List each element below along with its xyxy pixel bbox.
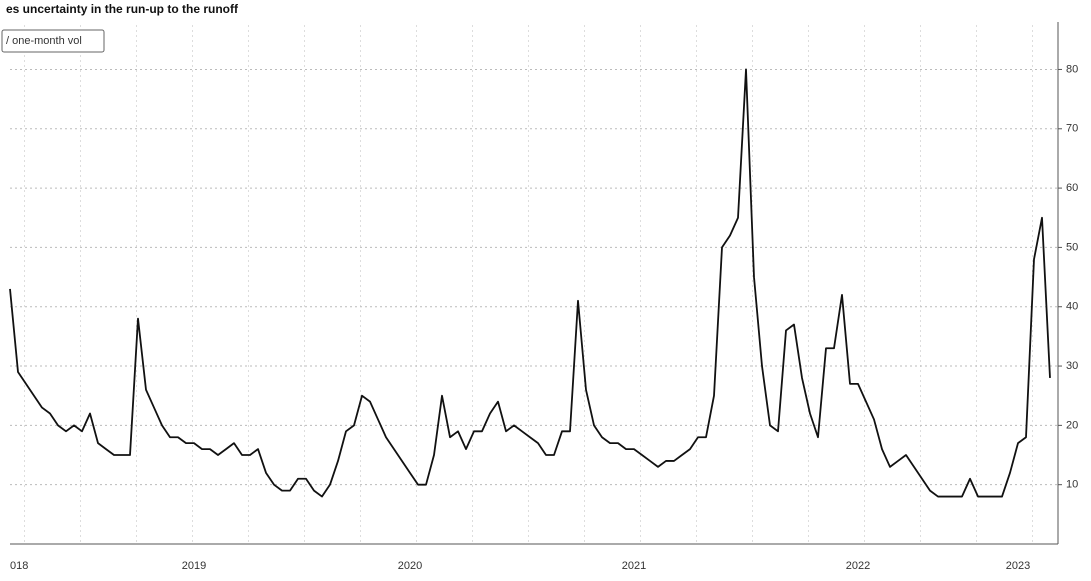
x-tick-label: 2020 xyxy=(398,560,422,572)
vertical-grid xyxy=(10,22,1058,544)
x-tick-label: 2022 xyxy=(846,560,870,572)
x-tick-label: 2019 xyxy=(182,560,206,572)
y-tick-label: 10 xyxy=(1066,479,1078,491)
y-tick-label: 80 xyxy=(1066,63,1078,75)
x-tick-label: 2023 xyxy=(1006,560,1030,572)
legend-entry: / one-month vol xyxy=(6,35,82,47)
x-tick-label: 2021 xyxy=(622,560,646,572)
y-tick-label: 30 xyxy=(1066,360,1078,372)
y-tick-label: 50 xyxy=(1066,241,1078,253)
legend-box xyxy=(1,29,105,53)
x-tick-label: 018 xyxy=(10,560,28,572)
y-tick-label: 60 xyxy=(1066,182,1078,194)
y-tick-label: 20 xyxy=(1066,419,1078,431)
data-line xyxy=(9,68,1051,498)
y-tick-label: 40 xyxy=(1066,301,1078,313)
chart-title: es uncertainty in the run-up to the runo… xyxy=(6,2,239,16)
y-tick-label: 70 xyxy=(1066,123,1078,135)
